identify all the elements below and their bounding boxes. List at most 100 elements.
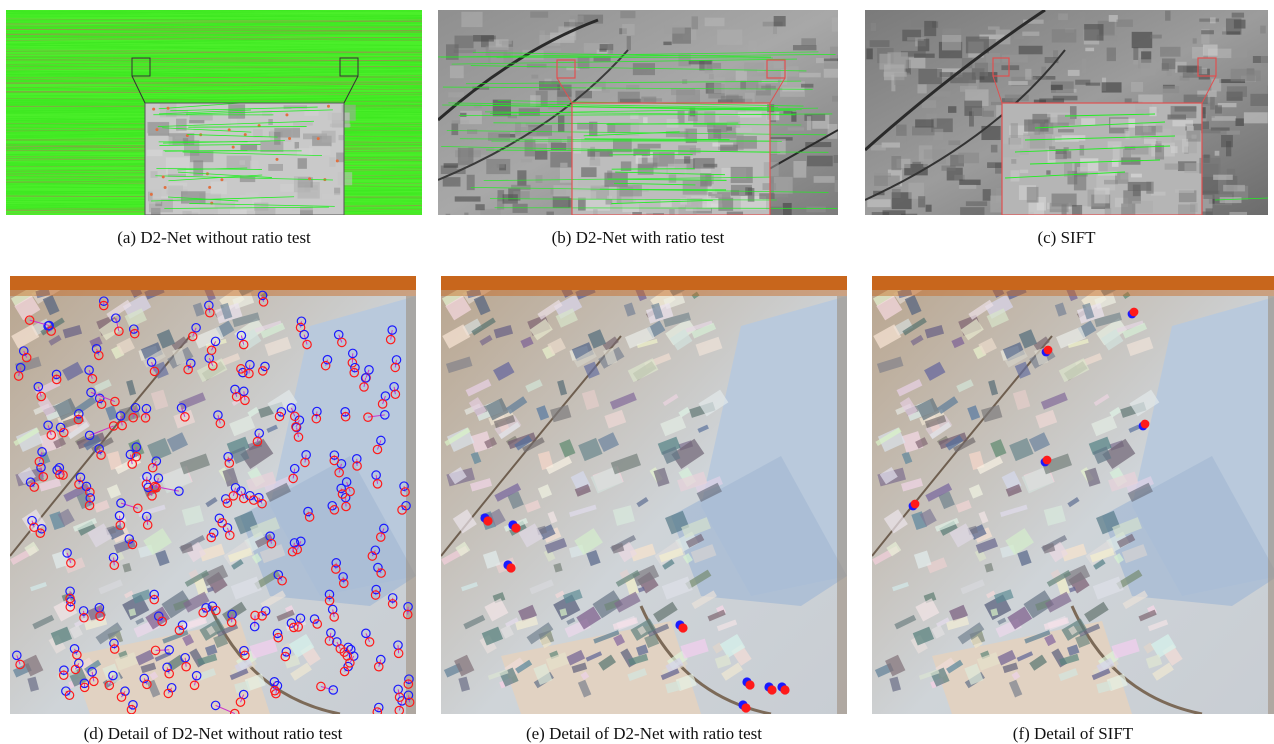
keypoint-blue bbox=[115, 411, 126, 421]
keypoint-red bbox=[393, 648, 404, 659]
keypoint-blue bbox=[236, 330, 247, 341]
keypoint-red bbox=[288, 622, 299, 633]
keypoint-blue bbox=[86, 387, 96, 398]
keypoint-red bbox=[217, 517, 227, 528]
panel-c-sift-matches bbox=[865, 10, 1268, 215]
keypoint-blue bbox=[54, 462, 65, 473]
keypoint-red bbox=[149, 594, 160, 605]
keypoint-red bbox=[36, 391, 47, 402]
keypoint-blue bbox=[361, 628, 371, 639]
keypoint-red bbox=[13, 371, 24, 381]
keypoint-blue bbox=[74, 409, 84, 419]
keypoint-blue bbox=[27, 515, 37, 526]
keypoint-blue bbox=[73, 658, 84, 669]
keypoint-red bbox=[347, 357, 358, 368]
keypoint-red bbox=[128, 412, 139, 423]
keypoint-blue bbox=[336, 483, 346, 494]
keypoint-blue bbox=[260, 361, 270, 372]
keypoint-blue bbox=[301, 450, 311, 460]
keypoint-red bbox=[116, 692, 127, 702]
keypoint-red bbox=[341, 501, 351, 512]
keypoint-red bbox=[126, 704, 137, 714]
keypoint-blue bbox=[331, 558, 342, 568]
keypoint-blue bbox=[44, 320, 54, 331]
keypoint-red bbox=[225, 530, 235, 541]
keypoint-blue bbox=[387, 593, 398, 603]
keypoint-red bbox=[240, 395, 250, 406]
keypoint-blue bbox=[351, 453, 362, 464]
village-buildings bbox=[872, 279, 1183, 698]
keypoint-red bbox=[198, 607, 208, 618]
keypoint-red bbox=[324, 636, 335, 646]
keypoint-red bbox=[235, 697, 246, 707]
keypoint-red bbox=[104, 680, 115, 691]
keypoint-red bbox=[302, 339, 312, 350]
keypoint-red bbox=[1129, 307, 1139, 317]
keypoint-blue bbox=[164, 645, 175, 655]
keypoint-red bbox=[273, 632, 284, 643]
keypoint-red bbox=[94, 350, 104, 361]
keypoint-red bbox=[372, 444, 383, 455]
keypoint-red bbox=[208, 361, 218, 371]
keypoint-red bbox=[745, 680, 755, 690]
keypoint-red bbox=[147, 462, 158, 473]
keypoint-red bbox=[910, 499, 920, 509]
keypoint-red bbox=[85, 487, 95, 497]
keypoint-blue bbox=[109, 638, 119, 649]
keypoint-red bbox=[280, 651, 291, 662]
panel-d-detail-without-ratio-test bbox=[10, 276, 416, 714]
keypoint-blue bbox=[153, 473, 164, 483]
keypoint-red bbox=[304, 512, 315, 522]
keypoint-red bbox=[1140, 419, 1150, 429]
keypoint-red bbox=[58, 470, 68, 480]
keypoint-blue bbox=[128, 700, 138, 710]
keypoint-blue bbox=[130, 402, 141, 413]
keypoint-red bbox=[64, 690, 75, 701]
keypoint-blue bbox=[210, 336, 221, 347]
keypoint-red bbox=[367, 551, 378, 561]
keypoint-blue bbox=[153, 611, 164, 622]
keypoint-red bbox=[404, 697, 415, 708]
keypoint-blue bbox=[380, 410, 390, 420]
keypoint-red bbox=[110, 396, 120, 407]
keypoint-red bbox=[180, 412, 190, 422]
keypoint-blue bbox=[78, 606, 89, 616]
keypoint-red bbox=[229, 708, 240, 714]
keypoint-red bbox=[226, 617, 237, 628]
keypoint-blue bbox=[55, 422, 66, 433]
keypoint-red bbox=[147, 491, 157, 501]
keypoint-blue bbox=[85, 493, 96, 503]
keypoint-blue bbox=[114, 510, 125, 521]
keypoint-red bbox=[678, 623, 688, 633]
keypoint-blue bbox=[87, 667, 97, 677]
keypoint-red bbox=[258, 297, 269, 307]
keypoint-red bbox=[394, 705, 405, 714]
keypoint-red bbox=[359, 382, 369, 392]
keypoint-red bbox=[140, 413, 151, 423]
keypoint-blue bbox=[338, 572, 348, 582]
keypoint-red bbox=[206, 345, 217, 356]
keypoint-red bbox=[109, 560, 120, 571]
keypoint-red bbox=[96, 399, 107, 410]
keypoint-red bbox=[238, 339, 249, 350]
keypoint-blue bbox=[257, 290, 268, 301]
keypoint-red bbox=[35, 528, 46, 538]
keypoint-blue bbox=[116, 498, 126, 508]
keypoint-blue bbox=[51, 369, 62, 380]
keypoint-blue bbox=[191, 322, 201, 333]
keypoint-red bbox=[240, 650, 250, 661]
keypoint-red bbox=[387, 599, 398, 609]
panel-a-matches-without-ratio-test bbox=[6, 10, 422, 215]
keypoint-red bbox=[149, 366, 160, 377]
keypoint-red bbox=[340, 411, 351, 422]
keypoint-blue bbox=[289, 538, 300, 548]
keypoint-blue bbox=[124, 534, 135, 544]
keypoint-blue bbox=[309, 614, 320, 624]
keypoint-red bbox=[29, 482, 40, 492]
keypoint-red bbox=[84, 500, 95, 511]
keypoint-red bbox=[228, 491, 239, 501]
panel-b-image bbox=[438, 10, 838, 215]
keypoint-blue bbox=[403, 601, 413, 612]
keypoint-red bbox=[15, 659, 25, 670]
keypoint-red bbox=[21, 352, 32, 363]
